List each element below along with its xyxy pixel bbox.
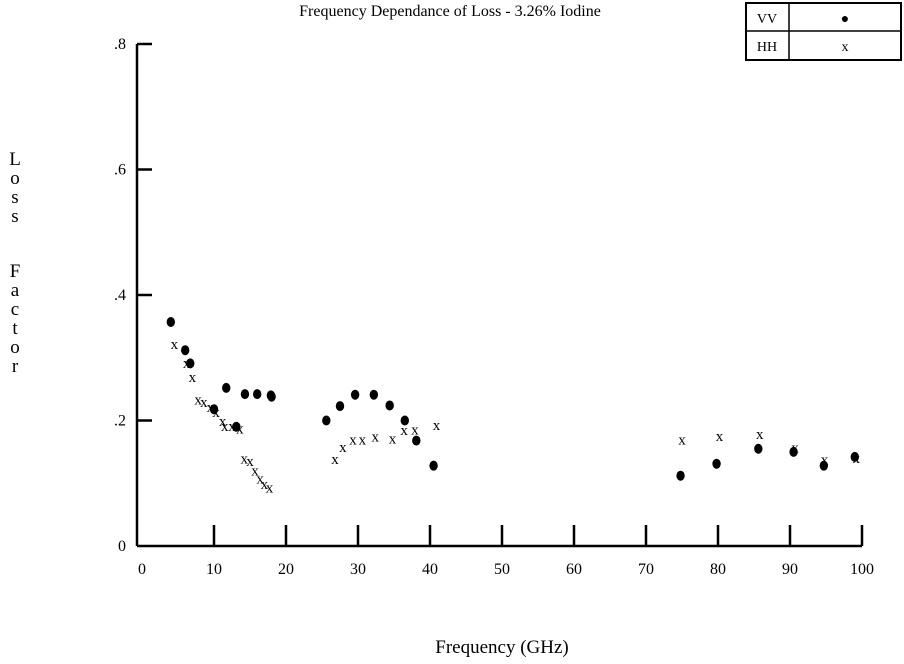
vv-point: [712, 458, 721, 469]
hh-point: x: [349, 433, 357, 449]
x-tick-label: 60: [566, 561, 582, 578]
x-axis-title: Frequency (GHz): [435, 637, 568, 658]
hh-point: x: [189, 370, 197, 386]
hh-point: x: [219, 414, 227, 430]
hh-point: x: [372, 429, 380, 445]
y-axis-title-letter: r: [12, 356, 19, 377]
legend-marker-vv: ●: [841, 12, 849, 27]
hh-point: x: [266, 480, 274, 496]
x-tick-label: 20: [278, 561, 294, 578]
x-tick-label: 90: [782, 561, 798, 578]
hh-point: x: [339, 440, 347, 456]
x-tick-label: 70: [638, 561, 654, 578]
x-tick-label: 40: [422, 561, 438, 578]
hh-point: x: [246, 454, 254, 470]
hh-point: x: [389, 431, 397, 447]
y-axis-title-letter: a: [11, 280, 20, 301]
vv-point: [819, 460, 829, 471]
vv-point: [850, 451, 859, 462]
vv-point: [166, 316, 175, 327]
hh-point: x: [756, 427, 764, 443]
axes: [135, 44, 862, 548]
hh-point: x: [791, 441, 799, 457]
vv-point: [754, 443, 763, 454]
vv-point: [186, 358, 195, 369]
vv-point: [429, 460, 438, 471]
hh-point: x: [240, 451, 248, 467]
hh-point: x: [183, 356, 191, 372]
y-axis-title-letter: s: [11, 206, 18, 227]
x-tick-label: 100: [850, 561, 874, 578]
hh-point: x: [716, 429, 724, 445]
x-ticks: 0 10 20 30 40 50 60 70 80 90 100: [138, 525, 874, 578]
vv-point: [789, 446, 798, 457]
y-axis-title-letter: c: [11, 299, 19, 320]
y-tick-label: .2: [114, 413, 126, 430]
y-tick-label: .8: [114, 36, 126, 53]
y-tick-label: .4: [114, 287, 126, 304]
hh-point: x: [212, 405, 220, 421]
vv-point: [676, 470, 685, 481]
hh-point: x: [821, 453, 829, 469]
y-axis-title-letter: L: [9, 149, 21, 170]
legend: VV ● HH x: [745, 2, 902, 61]
vv-point: [209, 404, 219, 415]
hh-point: x: [236, 421, 244, 437]
hh-point: x: [200, 395, 208, 411]
legend-label-hh: HH: [757, 40, 777, 55]
x-tick-label: 10: [206, 561, 222, 578]
legend-label-vv: VV: [757, 12, 777, 27]
y-ticks: 0 .2 .4 .6 .8: [114, 36, 152, 555]
chart-title: Frequency Dependance of Loss - 3.26% Iod…: [299, 3, 601, 20]
hh-point: x: [400, 423, 408, 439]
x-tick-label: 80: [710, 561, 726, 578]
hh-point: x: [852, 451, 860, 467]
hh-point: x: [261, 477, 269, 493]
hh-point: x: [256, 471, 264, 487]
vv-point: [240, 389, 250, 400]
legend-marker-hh: x: [842, 40, 849, 55]
y-axis-title-letter: o: [10, 337, 20, 358]
hh-point: x: [359, 433, 367, 449]
hh-point: x: [194, 392, 202, 408]
vv-point: [412, 435, 421, 446]
vv-point: [400, 415, 409, 426]
hh-point: x: [251, 463, 259, 479]
y-tick-label: 0: [118, 538, 126, 555]
hh-point: x: [411, 423, 419, 439]
x-tick-label: 30: [350, 561, 366, 578]
vv-point: [232, 421, 241, 432]
vv-point: [369, 389, 379, 400]
vv-point: [385, 400, 394, 411]
hh-point: x: [207, 400, 215, 416]
hh-point: x: [221, 419, 229, 435]
y-axis-title-letter: o: [10, 168, 20, 189]
x-tick-label: 0: [138, 561, 146, 578]
y-axis-title-letter: t: [12, 318, 18, 339]
hh-point: x: [228, 419, 236, 435]
hh-point: x: [678, 433, 686, 449]
y-tick-label: .6: [114, 162, 126, 179]
hh-point: x: [433, 418, 441, 434]
hh-point: x: [331, 452, 339, 468]
vv-point: [322, 415, 331, 426]
hh-point: x: [171, 337, 179, 353]
vv-point: [335, 401, 345, 412]
series-vv: [166, 316, 859, 481]
x-tick-label: 50: [494, 561, 510, 578]
vv-point: [181, 345, 190, 356]
vv-point: [253, 389, 262, 400]
y-axis-title-letter: s: [11, 187, 18, 208]
y-axis-title-letter: F: [10, 261, 21, 282]
vv-point: [267, 391, 276, 402]
vv-point: [222, 382, 231, 393]
vv-point: [350, 389, 360, 400]
